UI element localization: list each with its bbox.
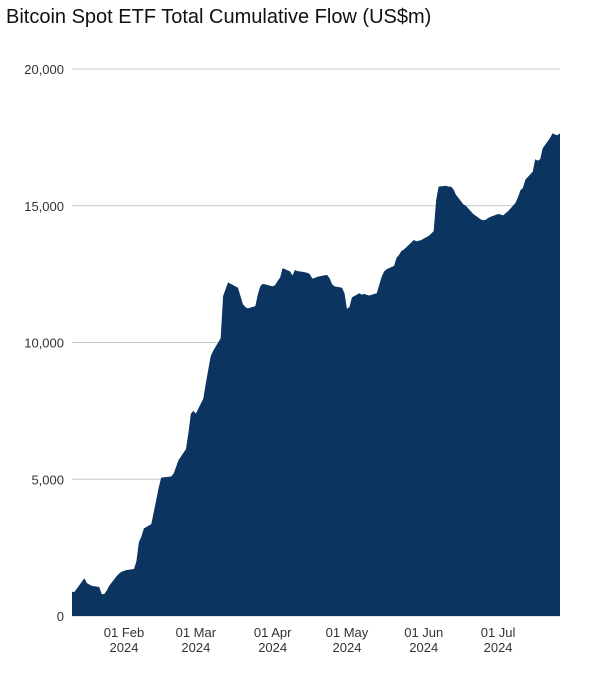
x-tick-label-line: 01 May [326,625,369,640]
x-tick-label: 01 Mar 2024 [176,625,217,655]
y-tick-label: 15,000 [24,199,64,214]
x-tick-label-line: 2024 [409,640,438,655]
y-tick-label: 10,000 [24,336,64,351]
x-tick-label: 01 Apr 2024 [254,625,292,655]
x-tick-label-line: 01 Apr [254,625,292,640]
y-tick-label: 5,000 [31,472,64,487]
x-tick-label: 01 Feb 2024 [104,625,144,655]
area [72,133,560,616]
x-tick-label-line: 2024 [258,640,287,655]
chart-title: Bitcoin Spot ETF Total Cumulative Flow (… [6,6,431,28]
x-tick-label-line: 01 Jul [481,625,516,640]
x-tick-label-line: 01 Feb [104,625,144,640]
x-tick-label-line: 2024 [484,640,513,655]
x-tick-label-line: 01 Mar [176,625,217,640]
x-tick-label-line: 2024 [333,640,362,655]
x-tick-label: 01 May 2024 [326,625,369,655]
y-tick-label: 0 [57,609,64,624]
x-tick-label-line: 01 Jun [404,625,443,640]
y-tick-label: 20,000 [24,62,64,77]
x-tick-label: 01 Jun 2024 [404,625,443,655]
x-tick-label-line: 2024 [181,640,210,655]
x-tick-label-line: 2024 [110,640,139,655]
x-tick-label: 01 Jul 2024 [481,625,516,655]
